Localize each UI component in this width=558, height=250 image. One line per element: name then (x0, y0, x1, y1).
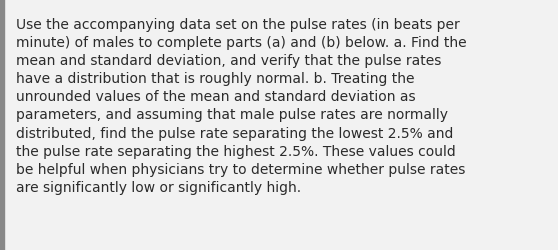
Text: Use the accompanying data set on the pulse rates (in beats per
minute) of males : Use the accompanying data set on the pul… (16, 18, 466, 194)
Bar (0, 0, 4, 250)
